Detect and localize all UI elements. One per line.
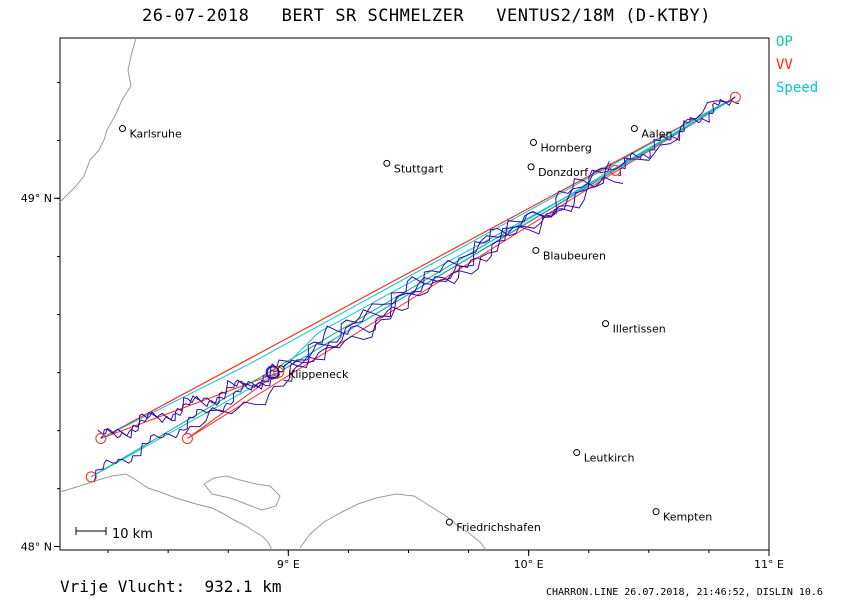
- track-segment: [275, 163, 612, 369]
- legend-speed: Speed: [776, 80, 819, 96]
- scale-bar-label: 10 km: [112, 527, 153, 542]
- town-label: Friedrichshafen: [456, 521, 541, 534]
- lon-tick-label: 9° E: [277, 558, 300, 571]
- lon-tick-label: 11° E: [754, 558, 784, 571]
- town-label: Donzdorf: [538, 166, 589, 179]
- turnpoint-marker: [609, 164, 621, 176]
- coastline-layer: [59, 37, 487, 551]
- footer-text: CHARRON.LINE 26.07.2018, 21:46:52, DISLI…: [546, 587, 823, 598]
- town-marker: [118, 125, 126, 133]
- town-marker: [532, 246, 540, 254]
- speed-task-line-2: [278, 96, 736, 373]
- track-segment: [97, 363, 278, 439]
- town-marker: [383, 159, 391, 167]
- town-marker: [573, 448, 581, 456]
- towns-layer: Karlsruhe Stuttgart Hornberg Donzdorf Aalen B…: [118, 125, 712, 534]
- distance-value: 932.1 km: [204, 577, 282, 596]
- free-flight-distance: Vrije Vlucht: 932.1 km: [60, 577, 282, 596]
- scale-bar: 10 km: [75, 527, 153, 542]
- town-marker: [630, 125, 638, 133]
- town-marker: [652, 508, 660, 516]
- lake-constance-shore: [59, 473, 273, 551]
- legend-vv: VV: [776, 57, 793, 73]
- lon-tick-label: 10° E: [514, 558, 544, 571]
- track-segment: [184, 160, 610, 435]
- town-label: Kempten: [663, 511, 712, 524]
- town-label: Leutkirch: [584, 451, 635, 464]
- turnpoint-marker: [729, 91, 741, 103]
- turnpoint-marker: [95, 433, 107, 445]
- town-label: Stuttgart: [394, 162, 444, 175]
- lat-tick-label: 49° N: [21, 192, 52, 205]
- track-segment: [100, 369, 279, 439]
- town-label: Aalen: [641, 128, 672, 141]
- turnpoint-marker: [85, 471, 97, 483]
- turnpoint-marker: [181, 433, 193, 445]
- legend-op: OP: [776, 34, 793, 50]
- flight-track-layer: [93, 96, 740, 483]
- glider-name: VENTUS2/18M (D-KTBY): [496, 6, 711, 26]
- turnpoints-layer: [85, 91, 741, 483]
- town-label: Blaubeuren: [543, 249, 606, 262]
- flight-date: 26-07-2018: [142, 6, 250, 26]
- lake-constance-outline: [203, 475, 281, 511]
- lake-north-shore: [299, 493, 487, 551]
- distance-label: Vrije Vlucht:: [60, 577, 186, 596]
- rhine-border-line: [59, 37, 137, 203]
- town-label: Illertissen: [613, 323, 666, 336]
- town-label: Hornberg: [540, 141, 591, 154]
- chart-title: 26-07-2018 BERT SR SCHMELZER VENTUS2/18M…: [0, 6, 853, 26]
- town-marker: [602, 320, 610, 328]
- pilot-name: BERT SR SCHMELZER: [281, 6, 465, 26]
- track-segment: [283, 176, 624, 382]
- map-frame: [59, 37, 770, 551]
- town-marker: [527, 163, 535, 171]
- town-marker: [445, 518, 453, 526]
- town-label: Klippeneck: [288, 368, 349, 381]
- town-marker: [529, 138, 537, 146]
- thermal-circle: [265, 365, 280, 380]
- axes-layer: 9° E 10° E 11° E 49° N 48° N: [21, 82, 784, 571]
- turnpoint-marker: [273, 366, 285, 378]
- track-segment: [618, 98, 740, 177]
- town-label: Karlsruhe: [129, 128, 182, 141]
- vv-task-line-2: [100, 96, 736, 439]
- lat-tick-label: 48° N: [21, 541, 52, 554]
